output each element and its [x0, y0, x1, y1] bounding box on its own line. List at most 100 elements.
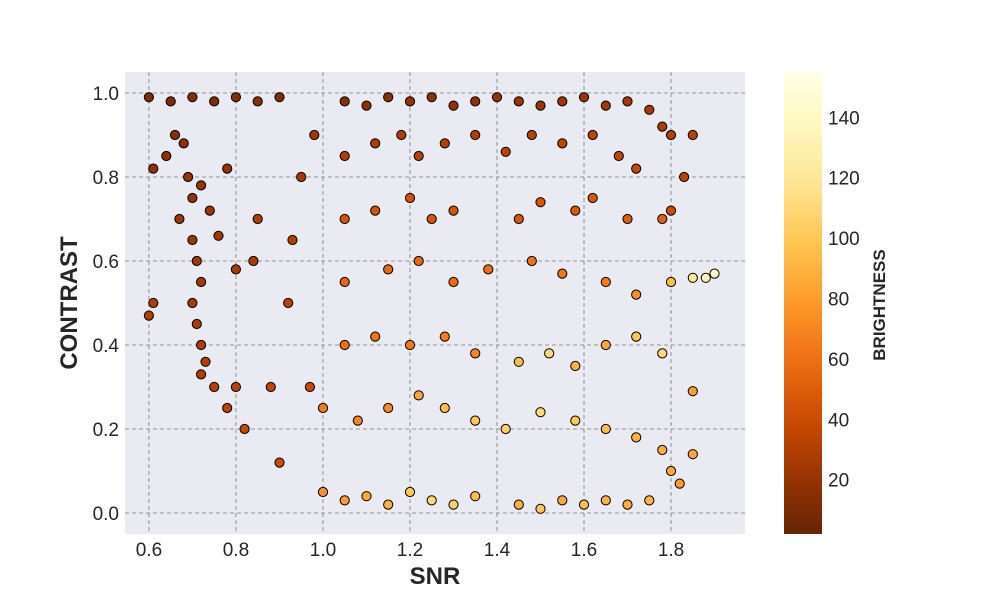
colorbar-tick-labels: 20 40 60 80 100 120 140 — [828, 108, 860, 491]
data-point — [587, 129, 598, 141]
data-point — [191, 255, 202, 267]
plot-area-background — [125, 72, 745, 534]
data-point — [317, 486, 329, 498]
data-point — [339, 150, 350, 162]
data-point — [687, 272, 698, 283]
x-tick-label: 1.0 — [310, 540, 336, 561]
data-point — [600, 495, 611, 506]
data-point — [470, 491, 481, 502]
data-point — [413, 255, 424, 267]
data-point — [161, 150, 172, 162]
y-tick-label: 0.8 — [93, 168, 119, 189]
data-point — [439, 138, 450, 149]
data-point — [196, 180, 207, 191]
data-point — [248, 255, 259, 267]
x-tick-label: 1.4 — [484, 540, 511, 561]
data-point — [204, 205, 215, 216]
colorbar-label: BRIGHTNESS — [870, 249, 889, 360]
data-point — [535, 503, 546, 514]
data-point — [665, 205, 677, 216]
data-point — [448, 499, 459, 510]
data-point — [687, 386, 698, 397]
data-point — [148, 163, 159, 174]
data-point — [196, 339, 207, 351]
data-point — [404, 486, 416, 498]
data-point — [557, 96, 568, 107]
data-point — [587, 192, 598, 204]
data-point — [274, 457, 285, 468]
data-point — [557, 495, 568, 506]
data-point — [631, 163, 642, 174]
data-point — [143, 92, 154, 103]
data-point — [339, 276, 350, 288]
data-point — [265, 381, 276, 393]
data-point — [665, 129, 677, 141]
data-point — [222, 163, 233, 174]
data-point — [657, 121, 668, 132]
data-point — [370, 205, 381, 216]
data-point — [535, 197, 546, 208]
data-point — [200, 356, 211, 367]
data-point — [513, 213, 524, 225]
data-point — [187, 192, 198, 204]
data-point — [287, 234, 298, 246]
data-point — [383, 402, 394, 414]
x-tick-labels: 0.6 0.8 1.0 1.2 1.4 1.6 1.8 — [136, 540, 685, 561]
data-point — [213, 230, 224, 241]
data-point — [687, 449, 698, 460]
data-point — [413, 390, 424, 401]
data-point — [222, 402, 233, 414]
colorbar-tick-label: 40 — [828, 410, 849, 431]
data-point — [665, 465, 677, 477]
data-point — [196, 369, 207, 380]
data-point — [570, 205, 581, 216]
data-point — [404, 192, 416, 204]
data-point — [483, 264, 494, 275]
data-point — [622, 499, 633, 510]
data-point — [557, 138, 568, 149]
data-point — [439, 402, 450, 414]
colorbar-tick-label: 100 — [828, 229, 860, 250]
data-point — [448, 205, 459, 216]
data-point — [500, 146, 511, 157]
data-point — [230, 381, 241, 393]
data-point — [631, 331, 642, 342]
data-point — [165, 96, 176, 107]
data-point — [296, 171, 307, 183]
data-point — [339, 339, 350, 351]
data-point — [622, 96, 633, 107]
data-points — [143, 92, 720, 514]
colorbar-tick-label: 60 — [828, 350, 849, 371]
data-point — [470, 348, 481, 359]
data-point — [187, 234, 198, 246]
data-point — [404, 96, 416, 107]
data-point — [426, 213, 437, 225]
data-point — [470, 415, 481, 426]
data-point — [361, 100, 372, 111]
data-point — [191, 318, 202, 330]
data-point — [700, 272, 711, 283]
data-point — [644, 495, 655, 506]
data-point — [404, 339, 416, 351]
y-tick-label: 0.0 — [93, 504, 119, 525]
data-point — [500, 423, 511, 435]
data-point — [396, 129, 407, 141]
data-point — [665, 276, 677, 288]
data-point — [426, 92, 437, 103]
x-tick-label: 0.8 — [223, 540, 249, 561]
data-point — [339, 213, 350, 225]
y-axis-label: CONTRAST — [56, 236, 83, 370]
data-point — [309, 129, 320, 141]
data-point — [578, 499, 590, 510]
data-point — [470, 129, 481, 141]
x-tick-label: 1.6 — [571, 540, 597, 561]
y-tick-labels: 0.0 0.2 0.4 0.6 0.8 1.0 — [93, 84, 120, 525]
data-point — [526, 129, 537, 141]
data-point — [187, 297, 198, 309]
data-point — [600, 276, 611, 288]
data-point — [600, 100, 611, 111]
data-point — [230, 264, 241, 275]
data-point — [578, 92, 590, 103]
data-point — [252, 96, 263, 107]
